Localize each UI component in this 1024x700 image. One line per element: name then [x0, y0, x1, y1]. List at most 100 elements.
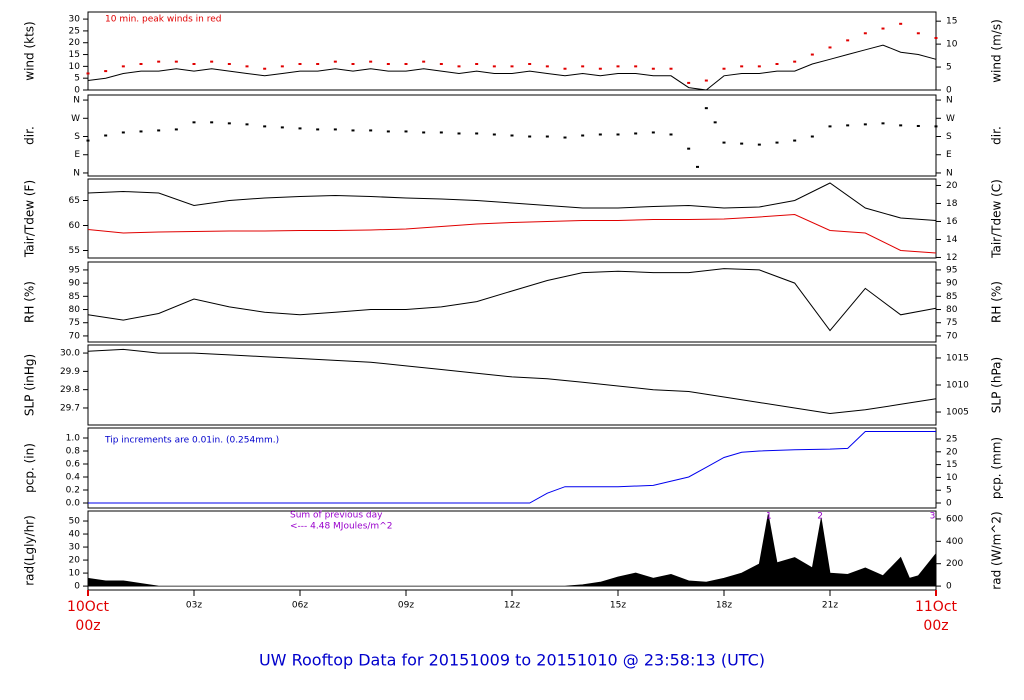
y2-tick-label: 5 [946, 63, 952, 73]
data-point [934, 37, 938, 39]
data-point [333, 60, 337, 63]
data-point [422, 131, 426, 134]
x-tick-label: 03z [186, 601, 202, 611]
data-point [616, 65, 620, 68]
data-point [863, 32, 867, 35]
data-point [704, 79, 708, 82]
data-point [157, 60, 161, 63]
data-point [174, 128, 178, 131]
annotation: Sum of previous day [290, 511, 383, 521]
y-tick-label: 0.8 [66, 447, 81, 457]
y2-tick-label: 0 [946, 86, 952, 96]
data-point [510, 134, 514, 137]
data-point [722, 141, 726, 144]
y2-tick-label: 80 [946, 305, 958, 315]
y2-tick-label: 25 [946, 435, 957, 445]
data-point [439, 131, 443, 134]
data-point [899, 124, 903, 127]
data-point [227, 63, 231, 65]
y-tick-label: 0 [74, 86, 80, 96]
y-tick-label: 95 [69, 265, 80, 275]
data-point [581, 65, 585, 68]
y2-tick-label: 14 [946, 235, 958, 245]
data-point [404, 130, 408, 133]
y-tick-label: 40 [69, 530, 81, 540]
y-tick-label: 75 [69, 318, 80, 328]
data-point [104, 70, 108, 73]
data-point [634, 65, 638, 68]
y-tick-label: 30.0 [60, 349, 80, 359]
y-tick-label: 29.7 [60, 403, 80, 413]
data-point [457, 65, 461, 68]
data-point [651, 67, 655, 70]
y-tick-label: 5 [74, 74, 80, 84]
data-point [687, 147, 691, 150]
y2-tick-label: 15 [946, 460, 957, 470]
panel-frame [87, 178, 937, 259]
data-point [210, 121, 214, 124]
data-point [810, 135, 814, 138]
data-point [192, 63, 196, 65]
data-point [104, 134, 108, 137]
y-tick-label: 20 [69, 556, 81, 566]
y-axis-label: dir. [23, 126, 37, 145]
data-point [422, 60, 426, 63]
data-point [86, 72, 90, 75]
y2-tick-label: 16 [946, 217, 958, 227]
data-point [404, 63, 408, 65]
data-point [846, 39, 850, 42]
data-point [298, 127, 302, 130]
data-point [298, 63, 302, 65]
data-point [280, 126, 284, 129]
y2-tick-label: 5 [946, 486, 952, 496]
y2-tick-label: 400 [946, 537, 963, 547]
annotation: 10 min. peak winds in red [105, 15, 222, 25]
data-point [846, 124, 850, 127]
y-tick-label: 1.0 [66, 434, 81, 444]
data-point [492, 65, 496, 68]
y2-tick-label: 10 [946, 40, 958, 50]
y-tick-label: 29.8 [60, 385, 80, 395]
y-axis-label: pcp. (in) [23, 443, 37, 493]
y-tick-label: 15 [69, 50, 80, 60]
line [87, 213, 937, 254]
data-point [696, 165, 699, 168]
y-tick-label: 55 [69, 246, 80, 256]
y2-tick-label: 20 [946, 181, 958, 191]
data-point [528, 135, 532, 138]
data-point [263, 125, 267, 128]
y-tick-label: 30 [69, 543, 81, 553]
y-axis-label: rad(Lgly/hr) [23, 515, 37, 586]
data-point [316, 63, 320, 65]
y2-axis-label: rad (W/m^2) [990, 511, 1004, 589]
y-tick-label: 25 [69, 26, 80, 36]
y-tick-label: 70 [69, 331, 81, 341]
data-point [616, 133, 620, 136]
line [87, 182, 937, 221]
data-point [545, 65, 549, 68]
y-tick-label: 85 [69, 292, 80, 302]
y-tick-label: S [74, 132, 80, 142]
data-point [916, 124, 920, 127]
data-point [492, 133, 496, 136]
data-point [369, 60, 373, 63]
data-point [793, 139, 797, 142]
y-tick-label: 50 [69, 517, 81, 527]
y-tick-label: 10 [69, 569, 81, 579]
data-point [245, 123, 249, 126]
y2-tick-label: 85 [946, 292, 957, 302]
line [87, 44, 937, 91]
data-point [863, 123, 867, 126]
y-tick-label: N [73, 168, 80, 178]
data-point [316, 128, 320, 131]
x-tick-label: 21z [822, 601, 838, 611]
data-point [598, 67, 602, 70]
peak-label: 1 [766, 512, 772, 522]
line [87, 348, 937, 415]
data-point [227, 122, 231, 125]
x-tick-label: 10Oct [67, 599, 110, 615]
data-point [510, 65, 514, 68]
data-point [386, 130, 390, 133]
y-tick-label: 0.0 [66, 498, 81, 508]
